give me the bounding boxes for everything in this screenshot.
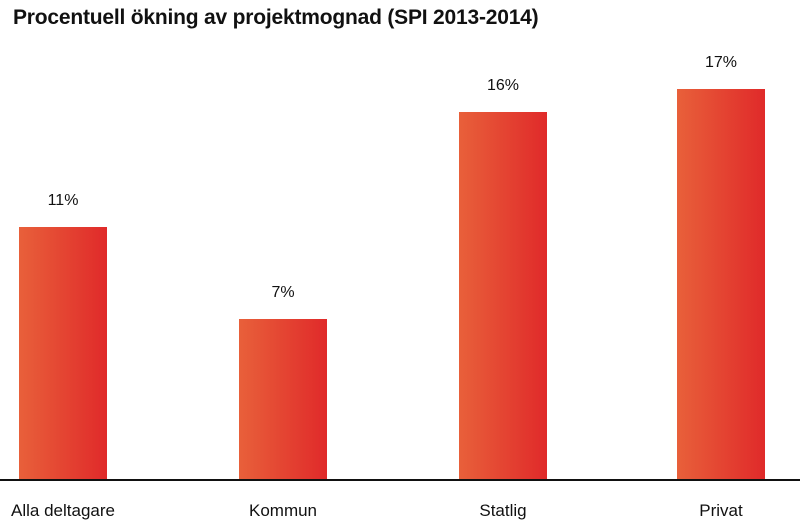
category-tick-label: Statlig bbox=[479, 501, 526, 520]
bar-kommun bbox=[239, 319, 327, 480]
chart-title: Procentuell ökning av projektmognad (SPI… bbox=[13, 6, 539, 29]
category-tick-label: Privat bbox=[699, 501, 743, 520]
data-label: 7% bbox=[271, 284, 294, 301]
bars-group bbox=[19, 89, 765, 480]
bar-alla-deltagare bbox=[19, 227, 107, 480]
data-label: 16% bbox=[487, 77, 519, 94]
data-label: 11% bbox=[48, 192, 79, 209]
category-tick-label: Kommun bbox=[249, 501, 317, 520]
bar-privat bbox=[677, 89, 765, 480]
category-tick-label: Alla deltagare bbox=[11, 501, 115, 520]
bar-statlig bbox=[459, 112, 547, 480]
data-label: 17% bbox=[705, 54, 737, 71]
labels-group: 11% Alla deltagare 7% Kommun 16% Statlig 17% Pr… bbox=[11, 54, 743, 520]
